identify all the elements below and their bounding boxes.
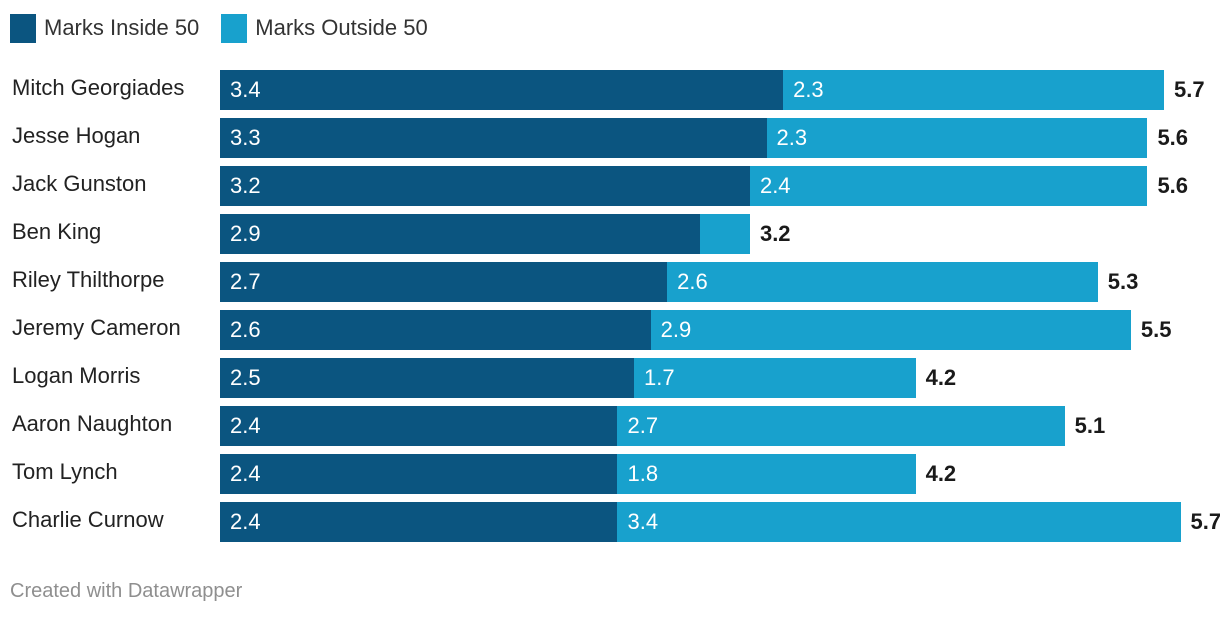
bar-segment-inside-50: 3.3 (220, 118, 767, 158)
bar-segment-inside-50: 2.4 (220, 406, 618, 446)
bar-value-label: 2.4 (230, 413, 261, 438)
bar-total-label: 4.2 (925, 365, 957, 390)
bar-value-label: 2.3 (793, 77, 824, 102)
bar-value-label: 3.4 (627, 509, 659, 534)
bar-segment-outside-50: 1.7 (634, 358, 916, 398)
bar-segment-outside-50: 2.3 (783, 70, 1164, 110)
bar-total-label: 5.7 (1190, 509, 1220, 534)
bar-row: Tom Lynch 2.4 1.8 4.2 (0, 454, 1220, 494)
category-label: Ben King (12, 219, 102, 244)
bar-value-label: 2.6 (230, 317, 261, 342)
bar-value-label: 2.4 (230, 461, 261, 486)
legend-label-outside-50: Marks Outside 50 (255, 15, 428, 40)
category-label: Logan Morris (12, 363, 141, 388)
bar-segment-outside-50: 2.3 (766, 118, 1148, 158)
bar-total-label: 5.1 (1074, 413, 1106, 438)
bar-row: Jack Gunston 3.2 2.4 5.6 (0, 166, 1220, 206)
bar-segment-outside-50: 2.4 (749, 166, 1148, 206)
bar-total-label: 4.2 (925, 461, 957, 486)
bar-segment-outside-50: 1.8 (617, 454, 916, 494)
bar-value-label: 2.9 (230, 221, 261, 246)
category-label: Jeremy Cameron (12, 315, 181, 340)
bar-segment-inside-50: 3.2 (220, 166, 750, 206)
category-label: Jack Gunston (12, 171, 147, 196)
legend-swatch-outside-50 (221, 13, 248, 43)
bar-value-label: 1.8 (627, 461, 659, 486)
category-label: Mitch Georgiades (12, 75, 185, 100)
datawrapper-credit: Created with Datawrapper (10, 580, 243, 602)
bar-segment-outside-50: 3.4 (617, 502, 1181, 542)
bar-value-label: 2.7 (230, 269, 261, 294)
category-label: Jesse Hogan (12, 123, 141, 148)
bar-segment-inside-50: 2.4 (220, 454, 618, 494)
bar-segment-outside-50: 2.6 (667, 262, 1098, 302)
bar-segment-inside-50: 3.4 (220, 70, 784, 110)
bar-row: Charlie Curnow 2.4 3.4 5.7 (0, 502, 1220, 542)
bar-total-label: 5.5 (1140, 317, 1172, 342)
bar-segment-inside-50: 2.7 (220, 262, 668, 302)
bar-value-label: 2.4 (759, 173, 791, 198)
legend-label-inside-50: Marks Inside 50 (44, 15, 200, 40)
bar-row: Mitch Georgiades 3.4 2.3 5.7 (0, 70, 1220, 110)
category-label: Riley Thilthorpe (12, 267, 165, 292)
bar-total-label: 5.3 (1107, 269, 1139, 294)
bar-segment-outside-50 (700, 214, 750, 254)
bar-value-label: 3.3 (230, 125, 261, 150)
legend-item-outside-50: Marks Outside 50 (221, 13, 428, 43)
bar-value-label: 2.5 (230, 365, 261, 390)
bar-total-label: 5.6 (1157, 125, 1189, 150)
bar-value-label: 3.4 (230, 77, 261, 102)
bar-total-label: 5.6 (1157, 173, 1189, 198)
bar-row: Logan Morris 2.5 1.7 4.2 (0, 358, 1220, 398)
chart-legend: Marks Inside 50 Marks Outside 50 (10, 12, 450, 44)
legend-swatch-inside-50 (10, 13, 36, 43)
stacked-bar-chart: Mitch Georgiades 3.4 2.3 5.7 Jesse Hogan 3.3 2… (0, 70, 1220, 550)
bar-value-label: 2.7 (627, 413, 659, 438)
category-label: Tom Lynch (12, 459, 118, 484)
bar-total-label: 3.2 (759, 221, 791, 246)
bar-segment-inside-50: 2.4 (220, 502, 618, 542)
bar-segment-inside-50: 2.5 (220, 358, 635, 398)
bar-row: Jeremy Cameron 2.6 2.9 5.5 (0, 310, 1220, 350)
bar-total-label: 5.7 (1174, 77, 1205, 102)
bar-segment-outside-50: 2.9 (650, 310, 1131, 350)
bar-segment-outside-50: 2.7 (617, 406, 1065, 446)
legend-item-inside-50: Marks Inside 50 (10, 13, 200, 43)
bar-row: Jesse Hogan 3.3 2.3 5.6 (0, 118, 1220, 158)
bar-value-label: 2.3 (776, 125, 808, 150)
bar-row: Riley Thilthorpe 2.7 2.6 5.3 (0, 262, 1220, 302)
bar-row: Ben King 2.9 3.2 (0, 214, 1220, 254)
category-label: Charlie Curnow (12, 507, 164, 532)
bar-row: Aaron Naughton 2.4 2.7 5.1 (0, 406, 1220, 446)
category-label: Aaron Naughton (12, 411, 173, 436)
bar-segment-inside-50: 2.9 (220, 214, 701, 254)
bar-value-label: 3.2 (230, 173, 261, 198)
bar-value-label: 2.6 (677, 269, 708, 294)
bar-value-label: 1.7 (644, 365, 675, 390)
bar-value-label: 2.9 (660, 317, 692, 342)
bar-value-label: 2.4 (230, 509, 261, 534)
bar-segment-inside-50: 2.6 (220, 310, 651, 350)
